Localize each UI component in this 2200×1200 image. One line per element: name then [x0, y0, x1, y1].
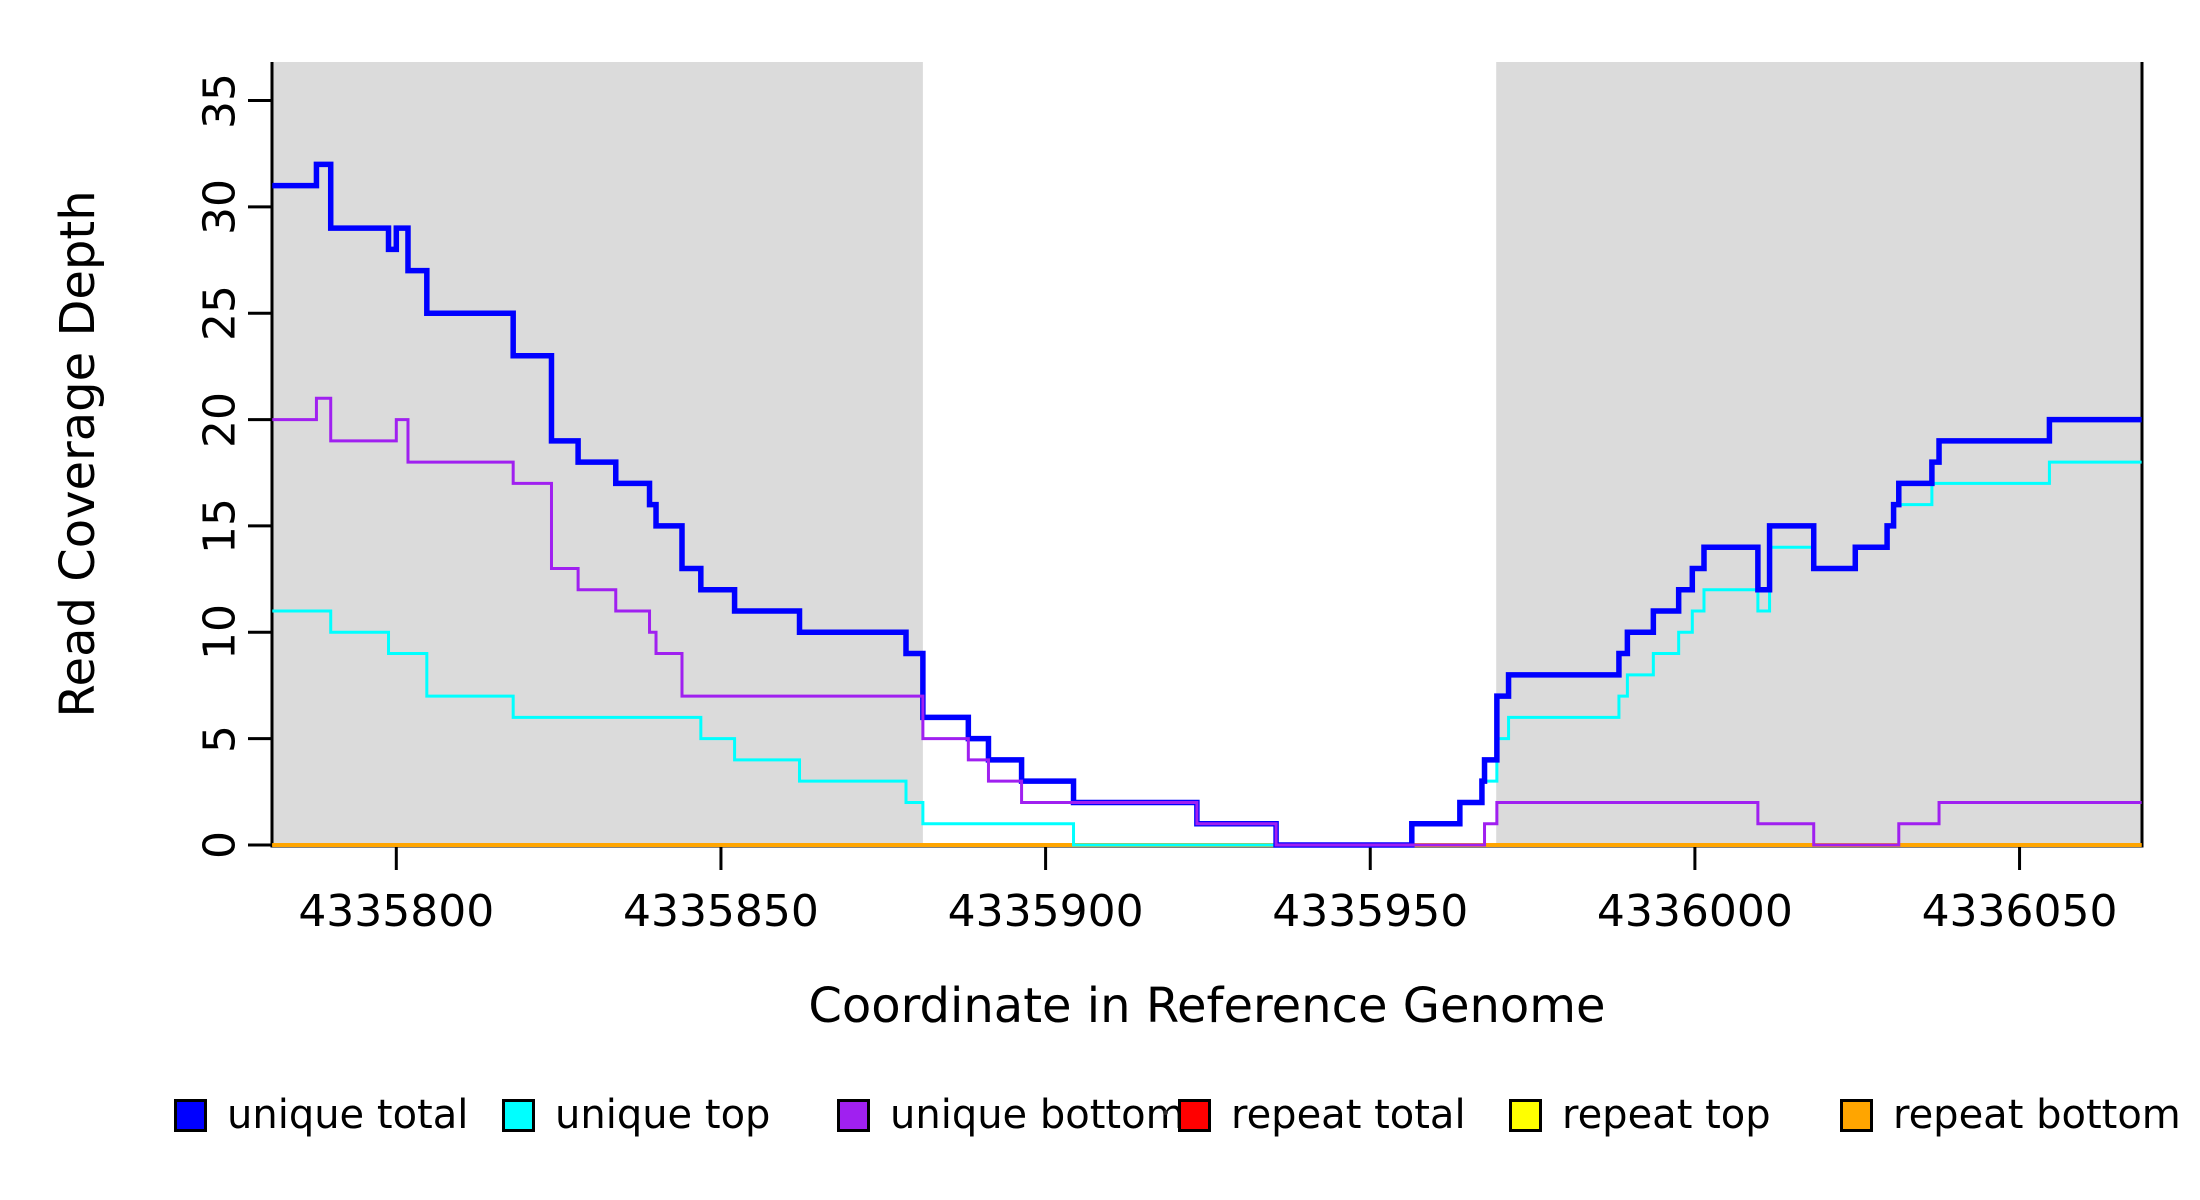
y-tick-label: 35: [194, 72, 246, 129]
legend-label: repeat total: [1231, 1092, 1466, 1138]
y-tick-label: 10: [194, 604, 246, 661]
x-tick-label: 4336050: [1921, 886, 2118, 937]
stray-dot: [1163, 1110, 1168, 1115]
series-line-unique-bottom: [272, 396, 2142, 847]
y-tick-label: 15: [194, 497, 246, 554]
legend-item-repeat-top: repeat top: [1509, 1092, 1771, 1138]
repeat-bottom-swatch-icon: [1840, 1098, 1873, 1132]
x-tick-label: 4335900: [947, 886, 1144, 937]
repeat-total-swatch-icon: [1178, 1098, 1211, 1132]
x-tick-label: 4335950: [1272, 886, 1469, 937]
unique-bottom-swatch-icon: [837, 1098, 870, 1132]
x-tick-label: 4335850: [622, 886, 819, 937]
y-tick-label: 5: [194, 724, 246, 753]
y-tick-label: 25: [194, 285, 246, 342]
shaded-region: [272, 62, 923, 846]
unique-total-swatch-icon: [174, 1098, 207, 1132]
legend: unique total unique top unique bottom re…: [0, 1092, 2200, 1152]
x-axis-title: Coordinate in Reference Genome: [808, 978, 1606, 1034]
x-tick-label: 4336000: [1596, 886, 1793, 937]
legend-label: unique total: [227, 1092, 469, 1138]
shaded-region: [1496, 62, 2142, 846]
legend-item-unique-total: unique total: [174, 1092, 468, 1138]
legend-item-repeat-bottom: repeat bottom: [1840, 1092, 2181, 1138]
legend-label: unique bottom: [890, 1092, 1185, 1138]
x-tick-label: 4335800: [298, 886, 495, 937]
y-tick-label: 30: [194, 178, 246, 235]
legend-label: unique top: [555, 1092, 771, 1138]
legend-item-repeat-total: repeat total: [1178, 1092, 1466, 1138]
legend-item-unique-bottom: unique bottom: [837, 1092, 1185, 1138]
y-tick-label: 0: [194, 831, 246, 859]
unique-top-swatch-icon: [502, 1098, 535, 1132]
legend-label: repeat top: [1562, 1092, 1771, 1138]
y-axis-title: Read Coverage Depth: [50, 190, 106, 718]
legend-label: repeat bottom: [1893, 1092, 2181, 1138]
repeat-top-swatch-icon: [1509, 1098, 1542, 1132]
y-tick-label: 20: [194, 391, 246, 448]
legend-item-unique-top: unique top: [502, 1092, 770, 1138]
